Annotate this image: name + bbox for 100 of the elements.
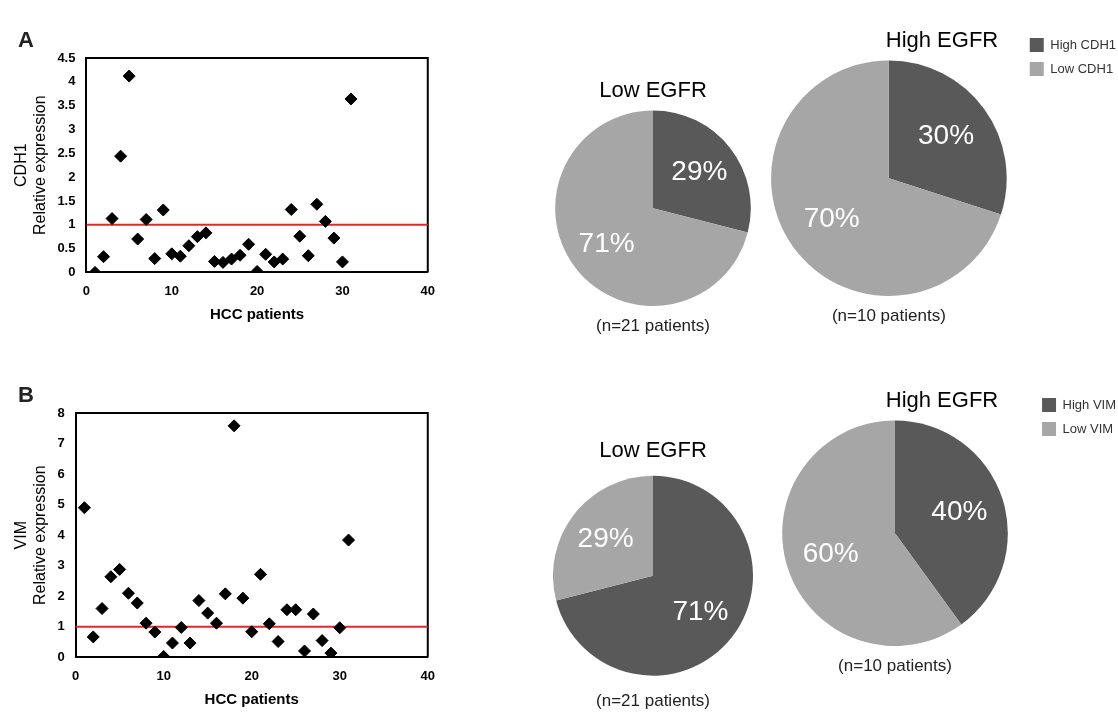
point — [227, 419, 241, 433]
legend-label: High VIM — [1062, 396, 1117, 412]
y-tick-label: 4.5 — [57, 49, 76, 65]
point — [165, 247, 179, 261]
x-axis-title: HCC patients — [210, 305, 305, 323]
point — [298, 644, 312, 658]
point — [156, 203, 170, 217]
point — [342, 533, 356, 547]
point — [165, 636, 179, 650]
point — [267, 255, 281, 269]
point — [139, 213, 153, 227]
data-label: 60% — [802, 536, 859, 568]
point — [233, 248, 247, 262]
point — [280, 603, 294, 617]
point — [104, 570, 118, 584]
y-tick-label: 2.5 — [57, 144, 76, 160]
x-tick-label: 0 — [82, 282, 91, 298]
point — [310, 197, 324, 211]
y-axis-title: CDH1 Relative expression — [12, 95, 49, 236]
y-tick-label: 0 — [57, 648, 65, 664]
point — [131, 232, 145, 246]
point — [86, 630, 100, 644]
chart-title: High EGFR — [885, 387, 999, 413]
x-tick-label: 10 — [156, 667, 171, 683]
point — [182, 239, 196, 253]
point — [218, 587, 232, 601]
x-tick-label: 20 — [249, 282, 265, 298]
point — [242, 237, 256, 251]
x-axis-title: HCC patients — [204, 690, 299, 708]
point — [130, 596, 144, 610]
legend-label: Low VIM — [1062, 420, 1114, 436]
y-tick-label: 4 — [57, 526, 66, 542]
y-tick-label: 1 — [68, 216, 76, 232]
legend-label: Low CDH1 — [1050, 60, 1114, 76]
text: (n=10 patients) — [838, 656, 952, 676]
text: (n=21 patients) — [596, 691, 710, 711]
point — [276, 252, 290, 266]
y-tick-label: 0.5 — [57, 240, 76, 256]
point — [306, 607, 320, 621]
text: (n=21 patients) — [596, 316, 710, 336]
y-tick-label: 3 — [68, 121, 76, 137]
chart-title: High EGFR — [885, 27, 999, 53]
point — [216, 255, 230, 269]
y-tick-label: 2 — [57, 587, 65, 603]
point — [201, 606, 215, 620]
point — [315, 634, 329, 648]
data-label: 29% — [671, 154, 728, 186]
data-label: 29% — [577, 521, 634, 553]
point — [245, 625, 259, 639]
point — [318, 214, 332, 228]
point — [262, 617, 276, 631]
point — [225, 252, 239, 266]
y-tick-label: 1 — [57, 618, 65, 634]
point — [293, 229, 307, 243]
x-tick-label: 40 — [420, 282, 435, 298]
point — [77, 501, 91, 515]
y-tick-label: 8 — [57, 404, 65, 420]
point — [183, 636, 197, 650]
point — [327, 231, 341, 245]
y-tick-label: 0 — [68, 263, 76, 279]
point — [271, 635, 285, 649]
point — [114, 149, 128, 163]
y-tick-label: 2 — [68, 168, 76, 184]
y-tick-label: 7 — [57, 435, 65, 451]
text: (n=10 patients) — [831, 306, 946, 326]
y-tick-label: 5 — [57, 496, 65, 512]
point — [335, 255, 349, 269]
text: B — [18, 382, 34, 408]
y-tick-label: 6 — [57, 465, 65, 481]
point — [236, 591, 250, 605]
point — [333, 621, 347, 635]
point — [139, 616, 153, 630]
point — [284, 203, 298, 217]
text: A — [18, 27, 34, 53]
x-tick-label: 10 — [164, 282, 180, 298]
x-tick-label: 30 — [335, 282, 350, 298]
x-tick-label: 30 — [332, 667, 347, 683]
point — [148, 252, 162, 266]
point — [289, 603, 303, 617]
y-tick-label: 3.5 — [57, 97, 76, 113]
y-tick-label: 3 — [57, 557, 65, 573]
point — [95, 602, 109, 616]
point — [190, 230, 204, 244]
point — [344, 92, 358, 106]
point — [122, 69, 136, 83]
point — [121, 586, 135, 600]
data-label: 70% — [803, 202, 860, 234]
x-tick-label: 40 — [420, 667, 435, 683]
chart-title: Low EGFR — [599, 77, 707, 103]
point — [301, 249, 315, 263]
point — [113, 562, 127, 576]
chart-title: Low EGFR — [599, 437, 707, 463]
point — [192, 594, 206, 608]
y-axis-title: VIM Relative expression — [12, 465, 49, 606]
y-tick-label: 4 — [68, 73, 77, 89]
point — [105, 212, 119, 226]
x-tick-label: 20 — [244, 667, 259, 683]
data-label: 30% — [918, 119, 975, 151]
y-tick-label: 1.5 — [57, 192, 76, 208]
data-label: 40% — [931, 495, 988, 526]
